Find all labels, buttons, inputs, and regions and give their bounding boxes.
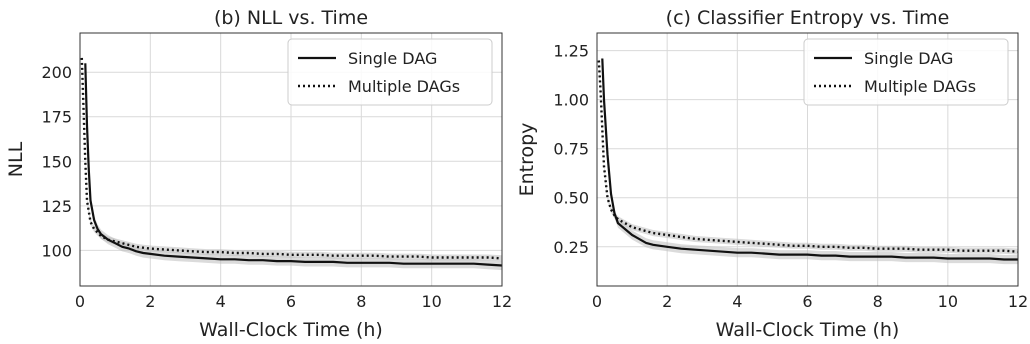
entropy-single-dag-line [601,58,1018,261]
entropy-y-tick-label: 1.25 [553,42,589,61]
nll-x-tick-label: 4 [216,292,226,311]
entropy-y-tick-label: 0.75 [553,140,589,159]
nll-legend-box [287,38,493,106]
nll-y-tick-label: 150 [41,152,72,171]
entropy-legend-box [803,38,1009,106]
nll-single-dag-line [84,63,503,267]
entropy-legend-label-0: Single DAG [864,49,953,68]
nll-x-tick-label: 6 [286,292,296,311]
nll-legend-label-1: Multiple DAGs [348,77,460,96]
nll-x-axis-label: Wall-Clock Time (h) [199,319,383,341]
entropy-y-tick-label: 0.25 [553,238,589,257]
nll-legend: Single DAG Multiple DAGs [287,38,493,106]
nll-x-tick-label: 2 [145,292,155,311]
nll-legend-label-0: Single DAG [348,49,437,68]
entropy-x-tick-label: 8 [873,292,883,311]
entropy-x-tick-label: 0 [592,292,602,311]
entropy-legend-label-1: Multiple DAGs [864,77,976,96]
nll-x-tick-label: 12 [492,292,512,311]
nll-y-tick-label: 175 [41,108,72,127]
entropy-series-0-band [602,53,1018,265]
entropy-chart: 0 2 4 6 8 10 12 0.25 0.50 0.75 1.00 1.25 (c) Classif… [516,7,1028,341]
entropy-multiple-dags-line [597,60,1019,253]
entropy-x-axis-label: Wall-Clock Time (h) [716,319,900,341]
entropy-x-tick-label: 6 [802,292,812,311]
entropy-y-tick-label: 0.50 [553,189,589,208]
nll-x-tick-label: 8 [356,292,366,311]
entropy-legend: Single DAG Multiple DAGs [803,38,1009,106]
nll-multiple-dags-line [80,57,503,260]
entropy-y-tick-label: 1.00 [553,91,589,110]
nll-x-tick-label: 0 [75,292,85,311]
nll-y-tick-label: 125 [41,197,72,216]
entropy-x-tick-label: 4 [732,292,742,311]
nll-chart-title: (b) NLL vs. Time [214,7,368,29]
nll-y-tick-label: 100 [41,241,72,260]
entropy-x-tick-label: 10 [938,292,958,311]
nll-y-tick-label: 200 [41,63,72,82]
entropy-x-tick-label: 12 [1008,292,1028,311]
entropy-y-axis-label: Entropy [516,123,538,197]
nll-plot-frame [79,32,503,287]
entropy-x-tick-label: 2 [662,292,672,311]
entropy-chart-title: (c) Classifier Entropy vs. Time [666,7,950,29]
nll-y-axis-label: NLL [5,141,27,177]
nll-series-1-band [81,54,503,262]
nll-chart: 0 2 4 6 8 10 12 100 125 150 175 200 (b) NLL vs. Time… [5,7,512,341]
entropy-plot-frame [596,32,1019,287]
nll-x-tick-label: 10 [421,292,441,311]
